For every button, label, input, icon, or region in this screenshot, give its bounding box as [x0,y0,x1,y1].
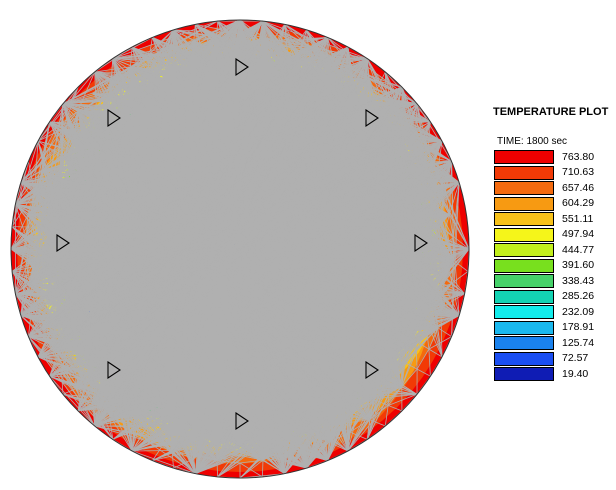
mesh-edge [449,214,454,238]
mesh-edge [403,361,418,370]
mesh-edge [131,450,196,474]
mesh-edge [415,341,418,370]
mesh-edge [262,460,264,477]
mesh-edge [62,86,79,130]
mesh-edge [20,147,50,183]
mesh-edge [132,450,173,452]
mesh-edge [416,348,430,370]
mesh-edge [94,66,131,73]
mesh-edge [349,431,368,440]
mesh-edge [437,327,452,337]
element-mesh [10,19,470,479]
mesh-edge [37,71,96,142]
mesh-edge [416,103,452,162]
mesh-edge [37,86,79,142]
mesh-edge [449,161,452,215]
mesh-edge [449,182,460,215]
mesh-edge [428,349,431,377]
mesh-edge [149,443,196,474]
mesh-edge [401,368,418,387]
mesh-edge [388,405,403,412]
mesh-edge [369,419,386,427]
mesh-edge [451,260,454,337]
mesh-edge [384,405,389,427]
mesh-edge [239,462,263,478]
mesh-edge [11,161,29,227]
mesh-edge [416,368,431,377]
mesh-edge [388,393,418,406]
mesh-edge [20,260,27,316]
mesh-edge [48,86,79,149]
mesh-edge [452,182,460,238]
mesh-edge [428,348,443,358]
mesh-edge [49,375,95,427]
mesh-edge [438,224,470,250]
